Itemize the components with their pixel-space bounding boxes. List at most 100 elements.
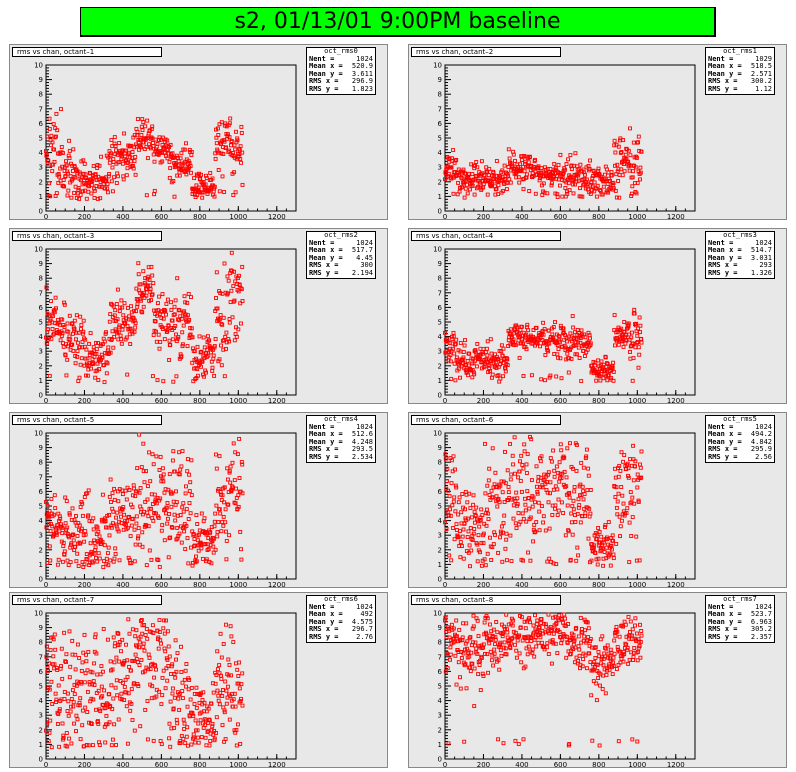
data-point xyxy=(620,493,625,498)
data-point xyxy=(625,506,630,511)
data-point xyxy=(85,373,90,378)
data-point xyxy=(195,728,200,733)
plot-title: rms vs chan, octant–6 xyxy=(411,415,561,425)
data-point xyxy=(75,340,80,345)
data-point xyxy=(508,327,513,332)
stats-box: oct_rms5 Nent = 1024 Mean x = 494.2 Mean y = 4… xyxy=(705,415,775,463)
data-point xyxy=(531,539,536,544)
data-point xyxy=(587,651,592,656)
data-point xyxy=(119,337,123,342)
data-point xyxy=(124,690,129,695)
data-point xyxy=(175,276,180,281)
x-tick-label: 200 xyxy=(477,397,490,405)
data-point xyxy=(609,547,614,552)
data-point xyxy=(214,296,218,300)
data-point xyxy=(525,652,530,657)
data-point xyxy=(48,648,53,653)
data-point xyxy=(50,314,55,319)
data-point xyxy=(547,526,552,531)
data-point xyxy=(639,149,644,154)
x-tick-label: 600 xyxy=(554,761,567,769)
data-point xyxy=(103,740,108,745)
data-point xyxy=(458,540,463,545)
data-point xyxy=(132,527,137,532)
data-point xyxy=(444,479,449,483)
data-point xyxy=(490,372,495,377)
data-point xyxy=(61,344,66,349)
data-point xyxy=(151,518,156,523)
data-point xyxy=(135,117,140,121)
data-point xyxy=(187,472,192,477)
data-point xyxy=(81,318,86,323)
data-point xyxy=(120,637,125,642)
stats-value: 4.842 xyxy=(750,437,772,446)
data-point xyxy=(615,512,620,517)
data-point xyxy=(52,512,57,517)
data-point xyxy=(611,186,616,191)
data-point xyxy=(551,631,556,636)
y-tick-label: 10 xyxy=(34,62,43,70)
data-point xyxy=(189,742,194,747)
data-point xyxy=(66,188,71,193)
data-point xyxy=(599,534,604,539)
data-point xyxy=(62,549,67,554)
data-point xyxy=(168,744,173,749)
x-tick-label: 1000 xyxy=(229,397,247,405)
data-point xyxy=(109,525,114,530)
data-point xyxy=(73,652,78,657)
data-point xyxy=(594,378,599,383)
data-point xyxy=(49,336,54,341)
y-tick-label: 3 xyxy=(438,164,442,172)
data-point xyxy=(213,337,218,341)
y-tick-label: 5 xyxy=(39,503,43,511)
data-point xyxy=(592,180,597,185)
data-point xyxy=(170,691,175,696)
data-point xyxy=(218,313,223,318)
data-point xyxy=(578,615,583,620)
data-point xyxy=(142,648,147,653)
data-point xyxy=(91,164,96,169)
data-point xyxy=(557,629,562,634)
data-point xyxy=(636,345,641,350)
data-point xyxy=(154,667,158,672)
data-point xyxy=(144,144,149,149)
y-tick-label: 3 xyxy=(438,532,442,540)
stats-label: RMS x = xyxy=(309,625,339,633)
data-point xyxy=(520,638,525,643)
data-point xyxy=(549,183,554,188)
data-point xyxy=(498,483,503,488)
data-point xyxy=(566,370,571,375)
data-point xyxy=(601,663,606,668)
data-point xyxy=(144,523,149,528)
data-point xyxy=(166,555,171,560)
data-point xyxy=(134,521,139,526)
data-point xyxy=(583,628,587,633)
data-point xyxy=(615,169,620,174)
data-point xyxy=(513,738,518,743)
stats-label: Mean x = xyxy=(708,246,742,254)
data-point xyxy=(71,538,76,543)
data-point xyxy=(133,172,138,177)
data-point xyxy=(529,497,534,502)
data-point xyxy=(207,717,212,722)
data-point xyxy=(176,307,181,312)
data-point xyxy=(163,649,168,654)
data-point xyxy=(95,163,100,167)
data-point xyxy=(472,527,477,531)
data-point xyxy=(234,334,239,339)
y-tick-label: 4 xyxy=(39,149,44,157)
data-point xyxy=(506,173,511,178)
data-point xyxy=(148,479,153,484)
data-point xyxy=(476,634,481,639)
data-point xyxy=(226,502,231,507)
data-point xyxy=(159,702,164,707)
data-point xyxy=(47,126,52,131)
data-point xyxy=(204,370,208,375)
data-point xyxy=(65,691,70,696)
data-point xyxy=(138,724,143,729)
data-point xyxy=(630,184,635,189)
data-point xyxy=(166,151,171,156)
data-point xyxy=(195,735,200,740)
data-point xyxy=(114,655,119,660)
